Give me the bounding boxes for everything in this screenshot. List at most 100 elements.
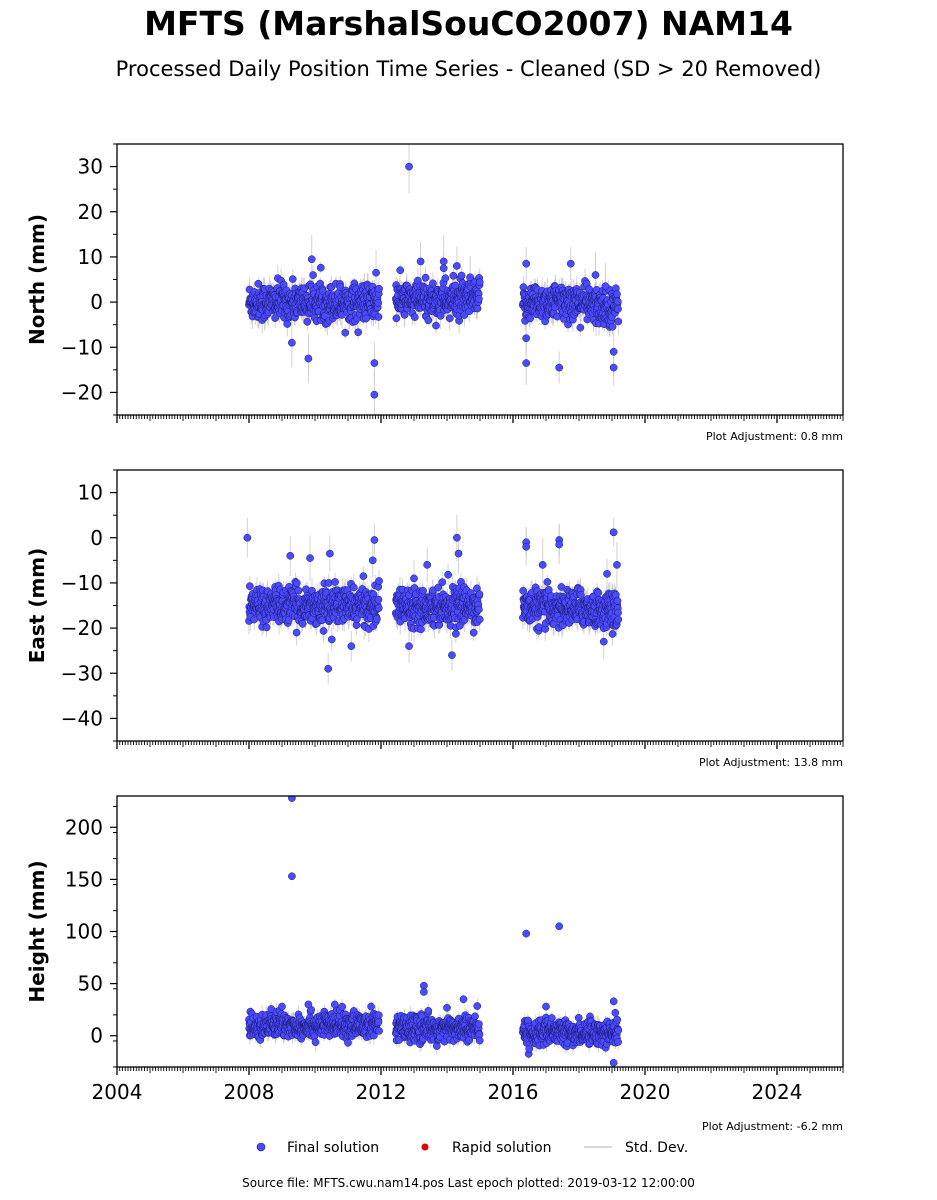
final-solution-point (475, 590, 484, 599)
y-tick-label: −10 (61, 571, 103, 595)
final-solution-point (306, 554, 314, 562)
y-tick-label: −30 (61, 661, 103, 685)
final-solution-point (444, 570, 452, 579)
final-solution-point (453, 262, 461, 270)
final-solution-point (538, 561, 547, 569)
data-points (245, 144, 623, 415)
final-solution-point (469, 628, 478, 637)
final-solution-point (522, 359, 531, 367)
final-solution-point (614, 305, 622, 313)
final-solution-point (288, 275, 297, 283)
final-solution-point (438, 578, 447, 587)
y-tick-label: 0 (90, 290, 103, 314)
final-solution-point (304, 354, 313, 363)
final-solution-point (373, 615, 381, 623)
final-solution-point (400, 311, 409, 319)
final-solution-point (609, 347, 618, 356)
final-solution-point (522, 259, 531, 268)
chart-subtitle: Processed Daily Position Time Series - C… (115, 57, 822, 81)
final-solution-point (608, 322, 617, 331)
final-solution-point (614, 608, 622, 617)
final-solution-point (614, 615, 623, 624)
final-solution-point (283, 320, 292, 328)
final-solution-point (243, 533, 252, 542)
final-solution-point (307, 255, 316, 264)
final-solution-point (319, 627, 328, 635)
final-solution-point (457, 271, 466, 280)
final-solution-point (585, 285, 594, 294)
final-solution-point (519, 586, 528, 595)
final-solution-point (439, 257, 448, 266)
final-solution-point (370, 536, 379, 544)
final-solution-point (451, 630, 460, 638)
final-solution-point (555, 363, 564, 372)
final-solution-point (441, 274, 450, 283)
final-solution-point (466, 273, 474, 282)
final-solution-point (448, 651, 456, 660)
final-solution-point (375, 577, 383, 585)
final-solution-point (254, 279, 263, 288)
final-solution-point (449, 271, 458, 280)
final-solution-point (341, 328, 350, 337)
final-solution-point (445, 314, 454, 323)
final-solution-point (439, 264, 448, 273)
final-solution-point (327, 635, 336, 644)
final-solution-point (555, 540, 564, 549)
y-tick-label: 0 (90, 526, 103, 550)
final-solution-point (245, 582, 254, 590)
final-solution-point (374, 595, 383, 604)
y-tick-label: 30 (78, 155, 103, 179)
final-solution-point (349, 583, 358, 592)
final-solution-point (370, 390, 379, 399)
final-solution-point (375, 284, 383, 293)
final-solution-point (609, 528, 618, 537)
final-solution-point (326, 549, 334, 558)
final-solution-point (286, 551, 295, 560)
final-solution-point (475, 278, 484, 287)
final-solution-point (475, 605, 483, 614)
final-solution-point (613, 290, 621, 298)
y-axis-label: North (mm) (25, 214, 49, 345)
final-solution-point (434, 583, 443, 592)
final-solution-point (396, 266, 405, 275)
final-solution-point (475, 295, 483, 303)
final-solution-point (303, 317, 312, 326)
final-solution-point (372, 268, 380, 277)
final-solution-point (566, 259, 575, 268)
final-solution-point (316, 263, 325, 272)
final-solution-point (362, 314, 370, 323)
final-solution-point (591, 271, 600, 279)
final-solution-point (288, 338, 296, 347)
y-tick-label: −20 (61, 380, 103, 404)
final-solution-point (601, 282, 610, 291)
final-solution-point (599, 637, 608, 646)
final-solution-point (454, 549, 463, 558)
final-solution-point (324, 664, 333, 673)
final-solution-point (594, 588, 603, 597)
final-solution-point (576, 323, 585, 332)
final-solution-point (370, 359, 379, 367)
final-solution-point (453, 533, 461, 542)
chart-title: MFTS (MarshalSouCO2007) NAM14 (144, 4, 793, 43)
final-solution-point (522, 334, 531, 343)
y-tick-label: 10 (78, 481, 103, 505)
final-solution-point (419, 586, 427, 595)
y-tick-label: −10 (61, 335, 103, 359)
final-solution-point (609, 363, 618, 372)
final-solution-point (331, 578, 339, 586)
final-solution-point (410, 574, 418, 583)
plot-adjustment-note: Plot Adjustment: 0.8 mm (706, 430, 843, 443)
final-solution-point (613, 297, 622, 306)
final-solution-point (421, 273, 430, 282)
final-solution-point (423, 561, 432, 569)
final-solution-point (608, 630, 617, 638)
final-solution-point (410, 313, 419, 321)
final-solution-point (522, 542, 531, 551)
final-solution-point (429, 279, 437, 288)
final-solution-point (374, 604, 383, 612)
data-points (243, 514, 623, 685)
final-solution-point (613, 597, 622, 605)
final-solution-point (374, 299, 383, 307)
final-solution-point (451, 281, 460, 290)
